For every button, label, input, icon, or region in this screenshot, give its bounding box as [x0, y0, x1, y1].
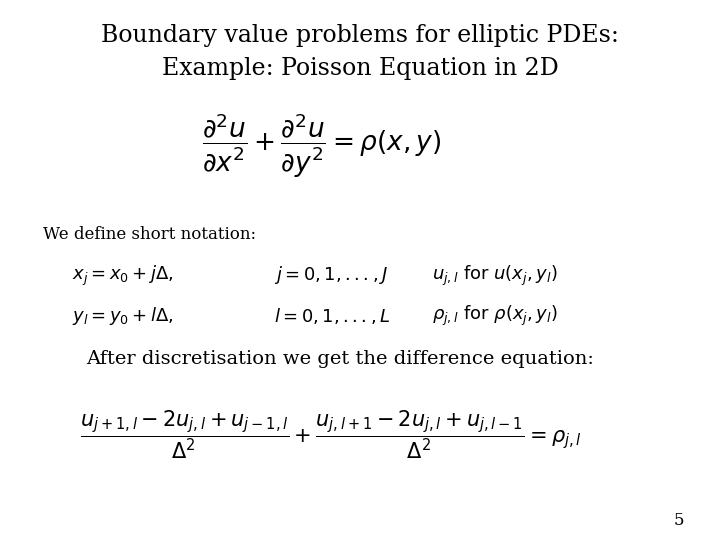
Text: $\rho_{j,l}$ for $\rho(x_j, y_l)$: $\rho_{j,l}$ for $\rho(x_j, y_l)$ — [432, 304, 558, 328]
Text: $\dfrac{\partial^2 u}{\partial x^2} + \dfrac{\partial^2 u}{\partial y^2} = \rho(: $\dfrac{\partial^2 u}{\partial x^2} + \d… — [202, 112, 441, 180]
Text: $l = 0, 1, ..., L$: $l = 0, 1, ..., L$ — [274, 306, 390, 326]
Text: $j = 0, 1, ..., J$: $j = 0, 1, ..., J$ — [274, 265, 388, 286]
Text: We define short notation:: We define short notation: — [43, 226, 256, 244]
Text: $\dfrac{u_{j+1,l} - 2u_{j,l} + u_{j-1,l}}{\Delta^2} + \dfrac{u_{j,l+1} - 2u_{j,l: $\dfrac{u_{j+1,l} - 2u_{j,l} + u_{j-1,l}… — [80, 408, 582, 461]
Text: $u_{j,l}$ for $u(x_j, y_l)$: $u_{j,l}$ for $u(x_j, y_l)$ — [432, 264, 558, 287]
Text: Example: Poisson Equation in 2D: Example: Poisson Equation in 2D — [161, 57, 559, 80]
Text: 5: 5 — [673, 512, 684, 529]
Text: After discretisation we get the difference equation:: After discretisation we get the differen… — [86, 350, 594, 368]
Text: Boundary value problems for elliptic PDEs:: Boundary value problems for elliptic PDE… — [101, 24, 619, 48]
Text: $y_l = y_0 + l\Delta,$: $y_l = y_0 + l\Delta,$ — [72, 305, 174, 327]
Text: $x_j = x_0 + j\Delta,$: $x_j = x_0 + j\Delta,$ — [72, 264, 174, 287]
